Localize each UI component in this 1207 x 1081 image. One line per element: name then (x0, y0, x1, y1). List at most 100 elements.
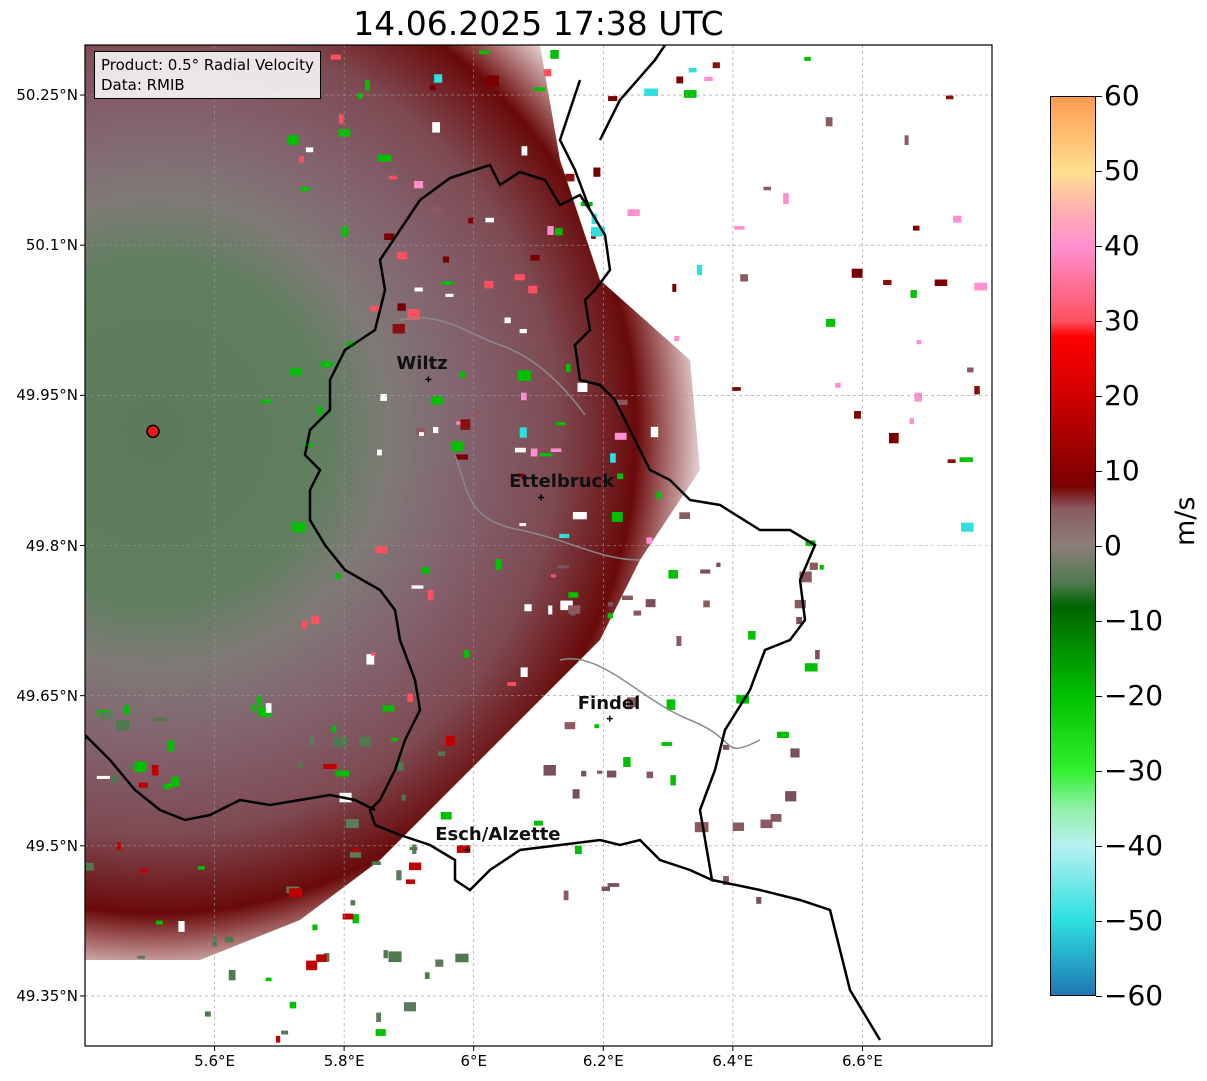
velocity-speckle (391, 737, 399, 742)
colorbar-tick-label: −60 (1104, 979, 1164, 1012)
velocity-speckle (171, 776, 180, 787)
velocity-speckle (370, 305, 380, 312)
velocity-speckle (86, 863, 94, 871)
region-boundary (399, 316, 761, 749)
velocity-speckle (429, 84, 436, 91)
velocity-speckle (910, 290, 917, 298)
velocity-speckle (557, 565, 570, 569)
velocity-speckle (656, 491, 662, 499)
velocity-speckle (407, 693, 413, 703)
velocity-speckle (342, 913, 354, 920)
velocity-speckle (565, 173, 575, 182)
velocity-speckle (204, 1011, 211, 1017)
velocity-speckle (338, 114, 344, 124)
velocity-speckle (572, 512, 587, 520)
velocity-speckle (357, 92, 363, 99)
velocity-speckle (825, 117, 833, 127)
axis-ticks (80, 94, 863, 1051)
velocity-speckle (167, 740, 175, 752)
velocity-speckle (424, 972, 430, 979)
velocity-speckle (371, 861, 381, 865)
velocity-speckle (835, 382, 841, 388)
velocity-speckle (409, 847, 418, 851)
velocity-speckle (298, 763, 303, 768)
city-label: Findel (577, 692, 641, 714)
velocity-speckle (305, 147, 314, 153)
velocity-speckle (431, 396, 443, 405)
velocity-speckle (346, 341, 356, 348)
colorbar (1050, 96, 1096, 996)
velocity-speckle (559, 533, 570, 538)
velocity-speckle (288, 888, 303, 898)
velocity-speckle (790, 748, 800, 758)
velocity-speckle (116, 719, 129, 731)
velocity-speckle (407, 309, 420, 320)
velocity-speckle (959, 457, 973, 463)
velocity-speckle (365, 79, 370, 91)
velocity-speckle (138, 782, 148, 788)
velocity-speckle (197, 866, 205, 870)
velocity-speckle (290, 368, 301, 376)
colorbar-tick-label: −30 (1104, 754, 1164, 787)
velocity-speckle (783, 193, 789, 205)
velocity-speckle (646, 537, 653, 544)
velocity-speckle (883, 279, 892, 285)
velocity-speckle (719, 872, 725, 878)
colorbar-tick (1096, 171, 1102, 172)
velocity-speckle (287, 135, 299, 145)
colorbar-tick (1096, 546, 1102, 547)
velocity-speckle (945, 95, 954, 100)
velocity-speckle (804, 663, 818, 672)
velocity-speckle (517, 370, 531, 381)
velocity-speckle (560, 600, 573, 611)
country-border-luxembourg (303, 163, 817, 892)
velocity-speckle (332, 725, 337, 733)
city-label: Wiltz (396, 353, 448, 375)
velocity-speckle (547, 226, 554, 235)
colorbar-tick-label: 0 (1104, 529, 1122, 562)
velocity-speckle (914, 392, 922, 402)
velocity-speckle (437, 751, 445, 756)
velocity-speckle (967, 367, 974, 373)
velocity-speckle (776, 731, 789, 738)
velocity-speckle (459, 371, 465, 378)
velocity-speckle (228, 970, 236, 981)
velocity-speckle (564, 722, 576, 730)
velocity-speckle (904, 135, 909, 145)
velocity-speckle (265, 977, 272, 982)
velocity-speckle (851, 268, 863, 278)
velocity-speckle (543, 765, 556, 776)
velocity-speckle (530, 448, 538, 457)
velocity-speckle (309, 735, 314, 746)
velocity-speckle (134, 761, 147, 772)
velocity-speckle (419, 432, 424, 436)
velocity-speckle (137, 955, 145, 959)
velocity-speckle (819, 564, 824, 570)
velocity-speckle (581, 770, 587, 777)
velocity-speckle (517, 473, 524, 477)
lat-label: 50.25°N (16, 86, 78, 105)
velocity-speckle (178, 921, 185, 932)
velocity-speckle (140, 868, 148, 874)
velocity-speckle (281, 1030, 289, 1035)
velocity-speckle (626, 783, 637, 793)
lat-label: 49.8°N (25, 536, 78, 555)
velocity-speckle (534, 820, 543, 826)
velocity-speckle (427, 589, 434, 601)
colorbar-tick (1096, 696, 1102, 697)
velocity-speckle (456, 845, 471, 853)
velocity-speckle (440, 812, 452, 820)
city-markers (425, 376, 613, 853)
velocity-speckle (384, 233, 395, 240)
velocity-speckle (737, 653, 752, 660)
velocity-speckle (909, 418, 914, 425)
velocity-speckle (796, 617, 803, 625)
velocity-speckle (405, 879, 415, 884)
velocity-speckle (451, 441, 464, 452)
colorbar-tick (1096, 321, 1102, 322)
velocity-speckle (627, 697, 638, 708)
velocity-speckle (694, 822, 709, 833)
velocity-speckle (455, 953, 469, 963)
velocity-speckle (550, 574, 556, 578)
